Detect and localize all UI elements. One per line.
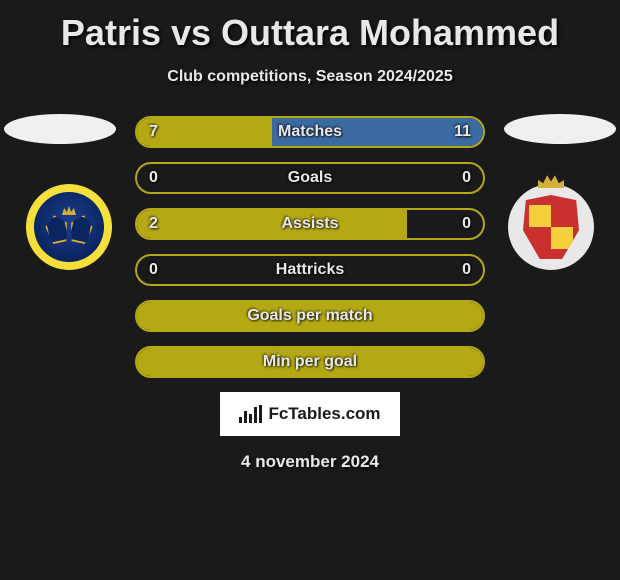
- stat-value-right: 0: [462, 169, 471, 187]
- stat-label: Hattricks: [276, 261, 344, 279]
- stat-row: 0 Goals 0: [135, 162, 485, 194]
- stat-row: 7 Matches 11: [135, 116, 485, 148]
- stat-fill-left: [137, 210, 407, 238]
- eagle-icon: [44, 205, 94, 249]
- page-title: Patris vs Outtara Mohammed: [0, 0, 620, 54]
- bar-chart-icon: [239, 405, 262, 423]
- stat-row: 0 Hattricks 0: [135, 254, 485, 286]
- stat-row: 2 Assists 0: [135, 208, 485, 240]
- stat-label: Goals per match: [247, 307, 372, 325]
- stat-row: Goals per match: [135, 300, 485, 332]
- stats-rows: 7 Matches 11 0 Goals 0 2 Assists 0 0 Hattricks 0 Goa…: [135, 114, 485, 378]
- stat-value-left: 7: [149, 123, 158, 141]
- comparison-area: 7 Matches 11 0 Goals 0 2 Assists 0 0 Hattricks 0 Goa…: [0, 114, 620, 378]
- stat-label: Min per goal: [263, 353, 357, 371]
- stat-value-right: 0: [462, 261, 471, 279]
- date-label: 4 november 2024: [0, 452, 620, 472]
- stat-value-left: 0: [149, 261, 158, 279]
- page-subtitle: Club competitions, Season 2024/2025: [0, 68, 620, 86]
- stat-value-right: 11: [454, 123, 471, 141]
- stat-value-left: 0: [149, 169, 158, 187]
- club-badge-right: [508, 184, 594, 270]
- photo-placeholder-left: [4, 114, 116, 144]
- shield-icon: [523, 195, 579, 259]
- stat-label: Assists: [282, 215, 339, 233]
- stat-label: Matches: [278, 123, 342, 141]
- stat-value-left: 2: [149, 215, 158, 233]
- stat-value-right: 0: [462, 215, 471, 233]
- stat-label: Goals: [288, 169, 332, 187]
- club-badge-left: [26, 184, 112, 270]
- photo-placeholder-right: [504, 114, 616, 144]
- branding-text: FcTables.com: [268, 404, 380, 424]
- branding-badge: FcTables.com: [220, 392, 400, 436]
- stat-row: Min per goal: [135, 346, 485, 378]
